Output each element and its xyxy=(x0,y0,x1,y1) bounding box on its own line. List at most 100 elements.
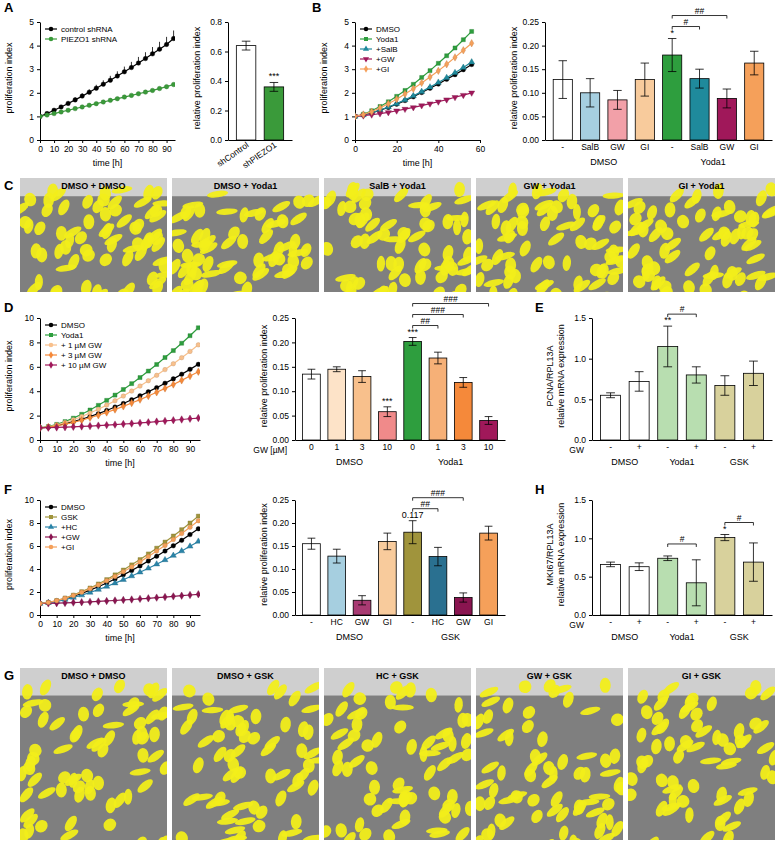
point xyxy=(80,423,84,430)
axis-line xyxy=(355,23,356,141)
image-label: DMSO + DMSO xyxy=(61,181,125,191)
cell-mask xyxy=(237,234,248,249)
point xyxy=(157,47,162,52)
tick-label: 80 xyxy=(148,144,158,154)
point xyxy=(121,596,125,603)
bar-panel: 0.000.050.100.150.200.25-HCGWGI-HCGWGIre… xyxy=(259,488,506,642)
cell-mask xyxy=(102,721,124,730)
tick: 0.0 xyxy=(574,610,592,620)
row-label: GW xyxy=(569,445,584,455)
series-line xyxy=(40,529,198,604)
point xyxy=(444,98,450,103)
point xyxy=(435,100,441,105)
tick-mark xyxy=(68,140,69,143)
panel-letter: E xyxy=(535,300,544,315)
tick-label: + xyxy=(751,617,756,627)
cell-mask xyxy=(628,786,639,804)
cell-mask xyxy=(285,778,306,795)
cell-mask xyxy=(507,182,517,198)
point xyxy=(80,599,84,606)
tick-label: - xyxy=(411,617,414,627)
tick-label: 40 xyxy=(434,144,444,154)
tick-label: shPIEZO1 xyxy=(241,139,279,170)
cell-mask xyxy=(36,697,53,714)
cell-mask xyxy=(613,198,623,216)
error-stem xyxy=(696,367,697,383)
error-cap xyxy=(242,41,251,42)
cell-mask xyxy=(101,728,118,748)
cell-mask xyxy=(430,740,452,753)
axis-line xyxy=(296,615,506,616)
error-cap xyxy=(692,366,701,367)
point xyxy=(115,96,120,101)
cell-mask xyxy=(525,791,543,809)
cell-mask xyxy=(346,210,364,228)
error-cap xyxy=(695,69,703,70)
cell-mask xyxy=(433,268,450,286)
axis-title: proliferation index xyxy=(4,340,14,412)
error-bar xyxy=(749,361,758,385)
error-cap xyxy=(635,570,644,571)
point xyxy=(171,593,175,600)
row-label: GW xyxy=(569,620,584,630)
cell-mask xyxy=(152,200,167,207)
tick-label: 0.15 xyxy=(522,64,539,74)
point xyxy=(188,367,193,372)
point xyxy=(71,599,75,606)
axis: -+-+-+ xyxy=(593,616,773,628)
point xyxy=(196,368,200,375)
tick-mark xyxy=(542,116,545,117)
error-cap xyxy=(635,371,644,372)
tick-mark xyxy=(37,116,40,117)
cell-mask xyxy=(454,697,464,713)
cell-mask xyxy=(351,690,369,707)
plot-area xyxy=(40,514,200,607)
bracket-label: ### xyxy=(431,305,445,315)
micrograph: DMSO + Yoda1 xyxy=(165,178,327,304)
point xyxy=(146,369,150,373)
point xyxy=(71,594,76,599)
error-cap xyxy=(613,90,621,91)
bar-panel: 0.00.51.01.5-+-+-+MKI67/RPL13Arelative m… xyxy=(545,495,773,642)
cell-mask xyxy=(459,732,471,750)
tick-label: 0.4 xyxy=(210,76,222,86)
axis-line xyxy=(295,319,296,441)
tick: + xyxy=(694,617,699,627)
tick-label: 0.25 xyxy=(522,17,539,27)
plot-area xyxy=(40,326,200,432)
point xyxy=(188,525,193,530)
tick: 10 xyxy=(52,440,62,454)
point xyxy=(113,421,117,428)
tick-mark xyxy=(37,69,40,70)
tick-label: 30 xyxy=(86,619,96,629)
cell-mask xyxy=(343,180,362,199)
point xyxy=(88,598,92,605)
tick-mark xyxy=(37,46,40,47)
cell-mask xyxy=(271,682,289,702)
tick: 1 xyxy=(334,442,339,452)
cell-mask xyxy=(390,775,407,793)
panel-letter: H xyxy=(535,482,544,497)
tick: 70 xyxy=(152,615,162,629)
point xyxy=(80,590,84,594)
group-label: Yoda1 xyxy=(669,457,694,467)
point xyxy=(428,69,432,73)
error-stem xyxy=(562,61,563,99)
tick: 0.15 xyxy=(272,541,295,551)
tick: 0.10 xyxy=(272,564,295,574)
point xyxy=(355,113,357,120)
error-cap xyxy=(358,382,366,383)
cell-mask xyxy=(90,702,106,720)
cell-mask xyxy=(425,687,437,702)
error-cap xyxy=(668,38,676,39)
point xyxy=(179,538,184,543)
tick-mark xyxy=(292,523,295,524)
legend-item: +GI xyxy=(45,543,74,552)
cell-mask xyxy=(651,694,670,713)
axis: 0.000.050.100.150.200.25 xyxy=(272,313,295,445)
cell-mask xyxy=(744,226,761,244)
cell-mask xyxy=(561,690,576,709)
tick-label: 5 xyxy=(344,17,349,27)
cell-mask xyxy=(369,284,390,292)
error-bar xyxy=(459,378,467,388)
